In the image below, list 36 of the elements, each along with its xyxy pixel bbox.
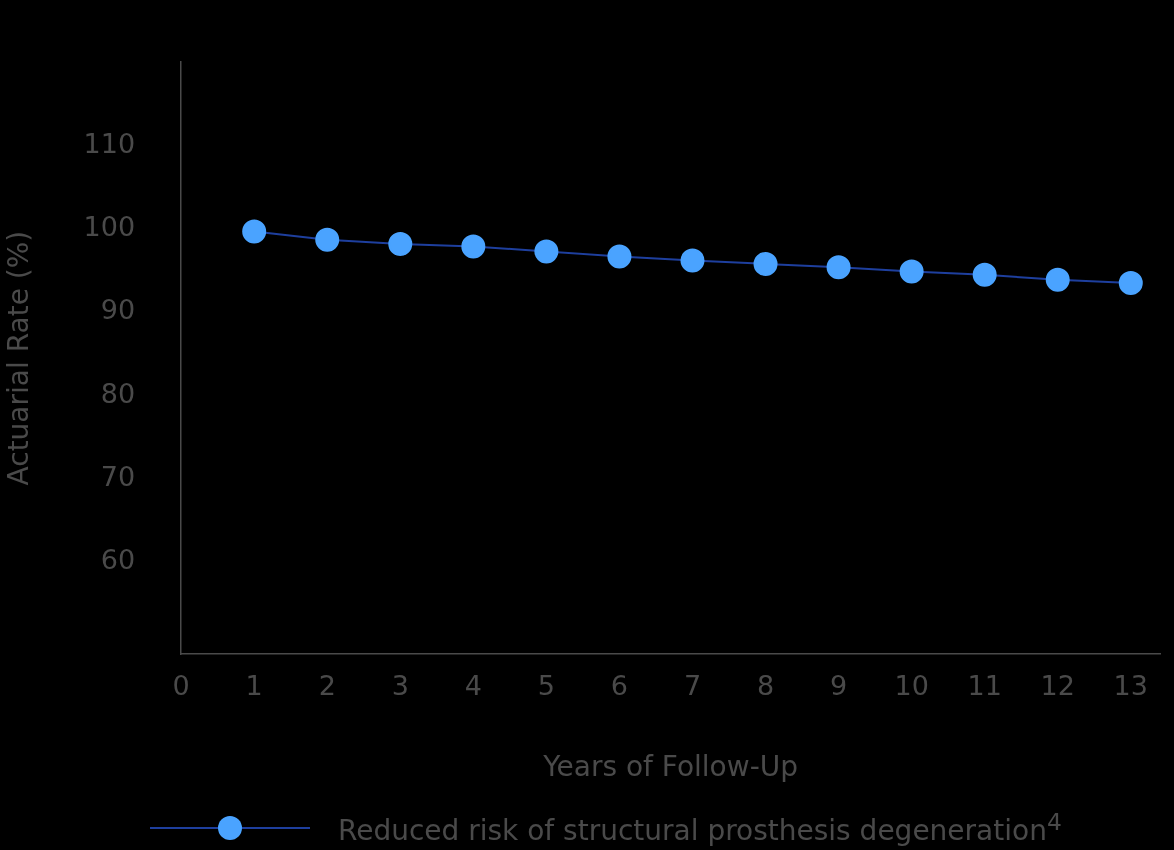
x-tick-label: 4 bbox=[464, 670, 482, 702]
x-tick-label: 6 bbox=[610, 670, 629, 702]
point bbox=[972, 262, 997, 287]
point bbox=[899, 259, 924, 284]
x-tick-label: 12 bbox=[1040, 670, 1075, 702]
x-tick-label: 2 bbox=[318, 670, 336, 702]
point bbox=[680, 248, 705, 273]
point bbox=[461, 234, 486, 259]
x-tick-label: 0 bbox=[172, 670, 190, 702]
x-tick-label: 5 bbox=[537, 670, 555, 702]
point bbox=[1118, 271, 1143, 296]
point bbox=[242, 219, 267, 244]
y-tick-label: 70 bbox=[100, 460, 136, 492]
point bbox=[315, 227, 340, 252]
y-axis-title: Actuarial Rate (%) bbox=[2, 230, 36, 486]
x-tick-label: 11 bbox=[967, 670, 1002, 702]
x-tick-label: 10 bbox=[894, 670, 929, 702]
point bbox=[826, 255, 851, 280]
x-tick-label: 9 bbox=[829, 670, 848, 702]
point bbox=[753, 251, 778, 276]
y-tick-label: 110 bbox=[83, 127, 136, 159]
y-tick-label: 60 bbox=[100, 544, 136, 576]
x-tick-label: 1 bbox=[245, 670, 263, 702]
point bbox=[534, 239, 559, 264]
point bbox=[607, 244, 632, 269]
y-tick-label: 80 bbox=[100, 377, 136, 409]
x-tick-label: 8 bbox=[756, 670, 775, 702]
text: Reduced risk of structural prosthesis degeneration$^{4}$ bbox=[338, 808, 1062, 848]
x-tick-label: 3 bbox=[391, 670, 409, 702]
y-tick-label: 90 bbox=[100, 294, 136, 326]
x-tick-label: 13 bbox=[1113, 670, 1148, 702]
x-axis-title: Years of Follow-Up bbox=[542, 750, 798, 784]
point bbox=[1045, 267, 1070, 292]
point bbox=[388, 231, 413, 256]
y-tick-label: 100 bbox=[83, 210, 136, 242]
x-tick-label: 7 bbox=[683, 670, 702, 702]
